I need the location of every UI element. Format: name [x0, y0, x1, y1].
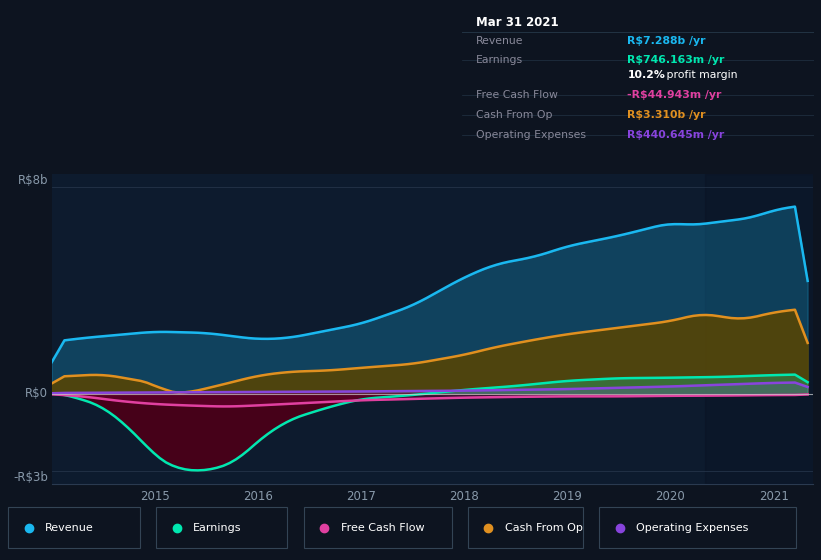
Text: R$440.645m /yr: R$440.645m /yr	[627, 130, 725, 141]
Text: Earnings: Earnings	[476, 55, 524, 65]
Text: R$8b: R$8b	[17, 174, 48, 186]
Bar	[704, 174, 815, 484]
Text: Mar 31 2021: Mar 31 2021	[476, 16, 559, 29]
Text: 10.2%: 10.2%	[627, 71, 665, 80]
Text: Revenue: Revenue	[476, 36, 524, 46]
Text: Operating Expenses: Operating Expenses	[476, 130, 586, 141]
Text: Revenue: Revenue	[45, 523, 94, 533]
Text: Cash From Op: Cash From Op	[505, 523, 583, 533]
Text: R$7.288b /yr: R$7.288b /yr	[627, 36, 706, 46]
Text: Free Cash Flow: Free Cash Flow	[341, 523, 424, 533]
Text: Earnings: Earnings	[193, 523, 241, 533]
Text: R$3.310b /yr: R$3.310b /yr	[627, 110, 706, 120]
Text: R$746.163m /yr: R$746.163m /yr	[627, 55, 725, 65]
Text: Free Cash Flow: Free Cash Flow	[476, 90, 558, 100]
Text: -R$44.943m /yr: -R$44.943m /yr	[627, 90, 722, 100]
Text: -R$3b: -R$3b	[13, 472, 48, 484]
Text: R$0: R$0	[25, 388, 48, 400]
Text: Operating Expenses: Operating Expenses	[636, 523, 749, 533]
Text: Cash From Op: Cash From Op	[476, 110, 553, 120]
Text: profit margin: profit margin	[663, 71, 737, 80]
